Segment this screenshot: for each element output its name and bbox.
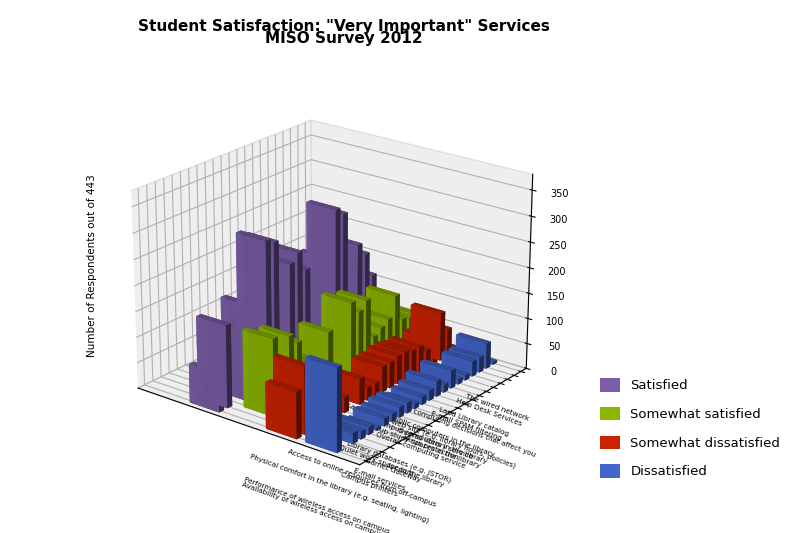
Legend: Satisfied, Somewhat satisfied, Somewhat dissatisfied, Dissatisfied: Satisfied, Somewhat satisfied, Somewhat … (594, 373, 786, 484)
Text: MISO Survey 2012: MISO Survey 2012 (265, 31, 423, 46)
Text: Student Satisfaction: "Very Important" Services: Student Satisfaction: "Very Important" S… (138, 19, 550, 34)
Text: Number of Respondents out of 443: Number of Respondents out of 443 (87, 175, 97, 357)
